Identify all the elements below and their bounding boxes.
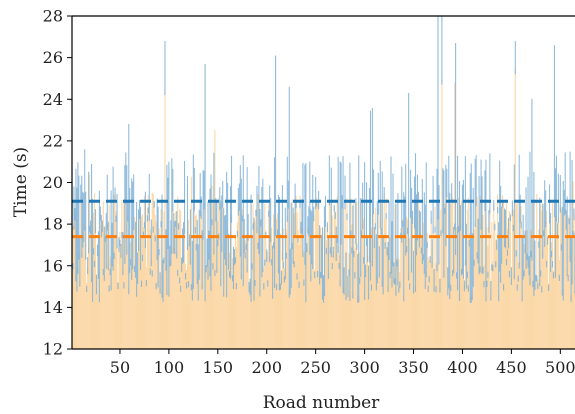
x-tick-label: 150: [203, 358, 234, 377]
orange-series: [72, 68, 575, 349]
x-tick-label: 450: [496, 358, 527, 377]
x-tick-label: 50: [110, 358, 130, 377]
y-tick-label: 22: [43, 131, 63, 150]
x-tick-label: 300: [349, 358, 380, 377]
x-axis-title: Road number: [263, 393, 380, 413]
ticks: 12 14 16 18 20 22 24 26 28 50 100 150 200 250 300 350 40…: [43, 7, 575, 378]
y-tick-label: 18: [43, 215, 63, 234]
y-tick-label: 20: [43, 173, 63, 192]
x-tick-label: 250: [300, 358, 331, 377]
y-tick-label: 16: [43, 256, 63, 275]
x-tick-label: 500: [545, 358, 575, 377]
y-tick-label: 12: [43, 340, 63, 359]
y-tick-label: 24: [43, 90, 63, 109]
y-tick-label: 26: [43, 48, 63, 67]
y-tick-label: 14: [43, 298, 63, 317]
x-tick-label: 100: [154, 358, 185, 377]
x-tick-label: 350: [398, 358, 429, 377]
y-tick-label: 28: [43, 7, 63, 26]
y-axis-title: Time (s): [11, 147, 31, 217]
x-tick-label: 200: [251, 358, 282, 377]
x-tick-label: 400: [447, 358, 478, 377]
